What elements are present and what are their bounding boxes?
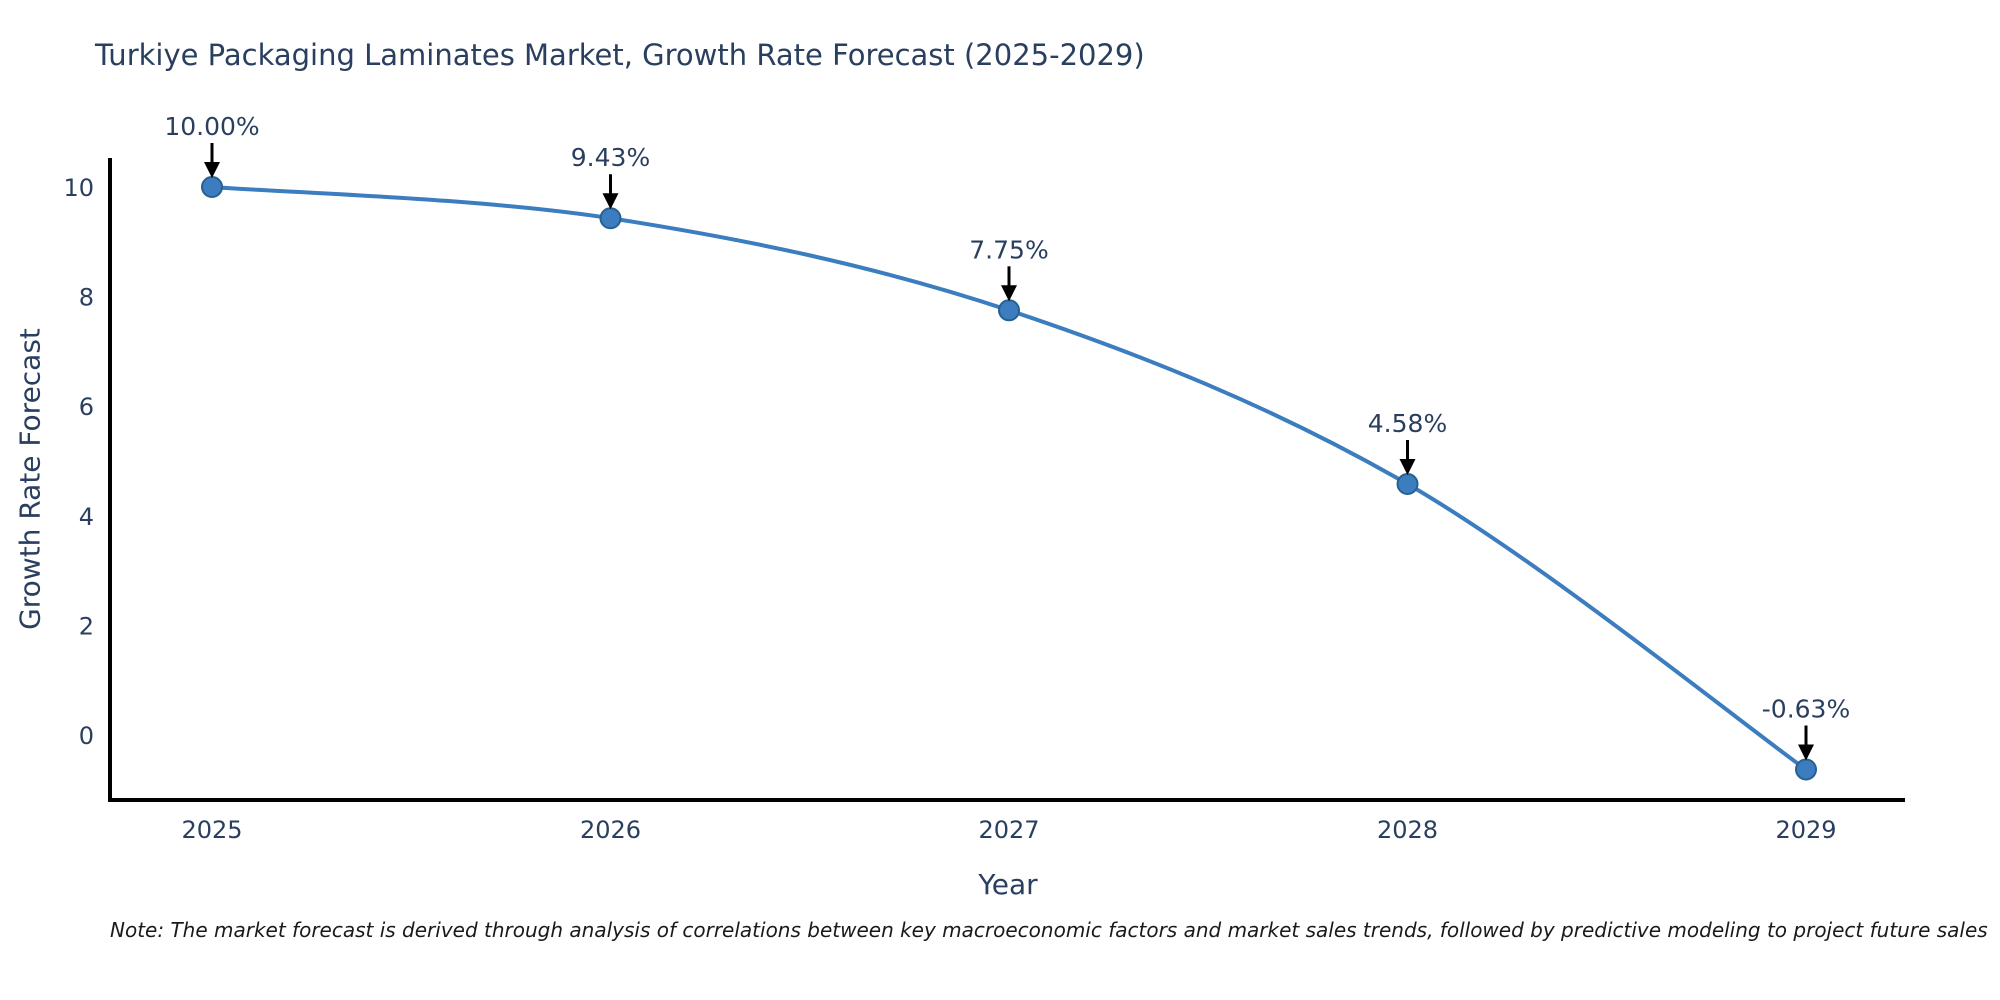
annotation-label: 9.43%: [571, 143, 650, 172]
chart-title: Turkiye Packaging Laminates Market, Grow…: [95, 38, 1145, 72]
data-point[interactable]: [998, 299, 1020, 322]
annotation-arrowhead: [1399, 459, 1416, 476]
x-tick-label: 2026: [580, 816, 641, 844]
y-tick-label: 6: [79, 393, 94, 421]
y-tick-label: 0: [79, 722, 94, 750]
data-point[interactable]: [201, 176, 223, 198]
x-tick-label: 2027: [978, 816, 1039, 844]
annotation-label: 10.00%: [164, 112, 259, 141]
annotation-label: 4.58%: [1368, 409, 1447, 438]
data-point[interactable]: [599, 207, 622, 230]
annotation-arrowhead: [204, 162, 220, 178]
y-tick-label: 8: [79, 284, 94, 312]
annotation-label: -0.63%: [1762, 695, 1850, 724]
annotation-arrowhead: [1798, 744, 1814, 761]
x-tick-label: 2028: [1377, 816, 1438, 844]
annotation-label: 7.75%: [969, 235, 1048, 264]
y-tick-label: 2: [79, 612, 94, 640]
x-axis-title: Year: [978, 868, 1038, 901]
data-point[interactable]: [1396, 473, 1419, 496]
annotation-arrowhead: [602, 193, 619, 210]
footnote: Note: The market forecast is derived thr…: [110, 918, 1988, 942]
annotation-arrowhead: [1001, 285, 1017, 302]
data-point[interactable]: [1795, 758, 1817, 781]
y-tick-label: 4: [79, 503, 94, 531]
x-tick-label: 2025: [181, 816, 242, 844]
x-tick-label: 2029: [1775, 816, 1836, 844]
y-tick-label: 10: [63, 174, 94, 202]
